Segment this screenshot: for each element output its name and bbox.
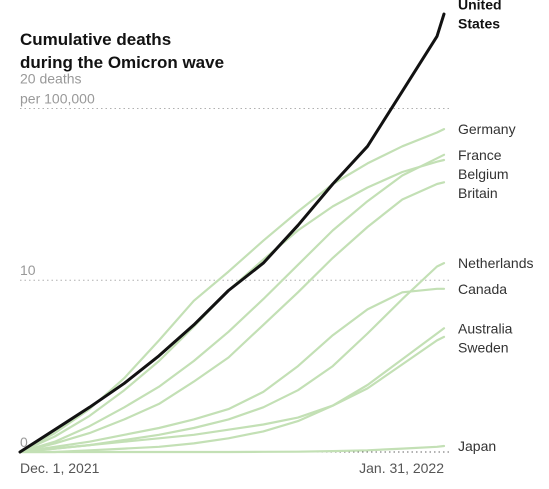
series-label-germany: Germany <box>458 121 516 137</box>
y-tick-labels: 0 10 20 deaths per 100,000 <box>20 70 95 450</box>
series-label-united-states-0: United <box>458 0 502 13</box>
series-line-united-states <box>18 12 446 454</box>
x-tick-label-1: Jan. 31, 2022 <box>359 460 444 476</box>
series-line-netherlands <box>18 262 446 454</box>
series-line-japan <box>18 444 446 454</box>
series-line-sweden <box>18 335 446 454</box>
series-label-canada: Canada <box>458 281 507 297</box>
series-lines <box>18 12 446 454</box>
series-line-canada <box>18 287 446 454</box>
y-tick-label-10: 10 <box>20 262 36 278</box>
series-line-australia <box>18 327 446 454</box>
series-label-belgium: Belgium <box>458 166 509 182</box>
chart-title: Cumulative deaths during the Omicron wave <box>20 30 224 72</box>
chart-title-line-0: Cumulative deaths <box>20 30 171 49</box>
series-line-germany <box>18 128 446 454</box>
x-tick-label-0: Dec. 1, 2021 <box>20 460 100 476</box>
series-line-britain <box>18 181 446 454</box>
y-tick-label-20-1: per 100,000 <box>20 90 95 106</box>
y-tick-label-20-0: 20 deaths <box>20 70 82 86</box>
y-tick-label-0: 0 <box>20 434 28 450</box>
gridlines <box>20 107 452 453</box>
series-label-france: France <box>458 147 502 163</box>
series-label-netherlands: Netherlands <box>458 255 534 271</box>
series-label-japan: Japan <box>458 438 496 454</box>
chart-title-line-1: during the Omicron wave <box>20 53 224 72</box>
series-labels: United States Germany France Belgium Britain N… <box>458 0 534 454</box>
series-label-sweden: Sweden <box>458 339 509 355</box>
series-line-france <box>18 153 446 454</box>
series-label-australia: Australia <box>458 320 513 336</box>
series-label-britain: Britain <box>458 185 498 201</box>
series-label-united-states-1: States <box>458 16 500 32</box>
x-tick-labels: Dec. 1, 2021 Jan. 31, 2022 <box>20 460 444 476</box>
